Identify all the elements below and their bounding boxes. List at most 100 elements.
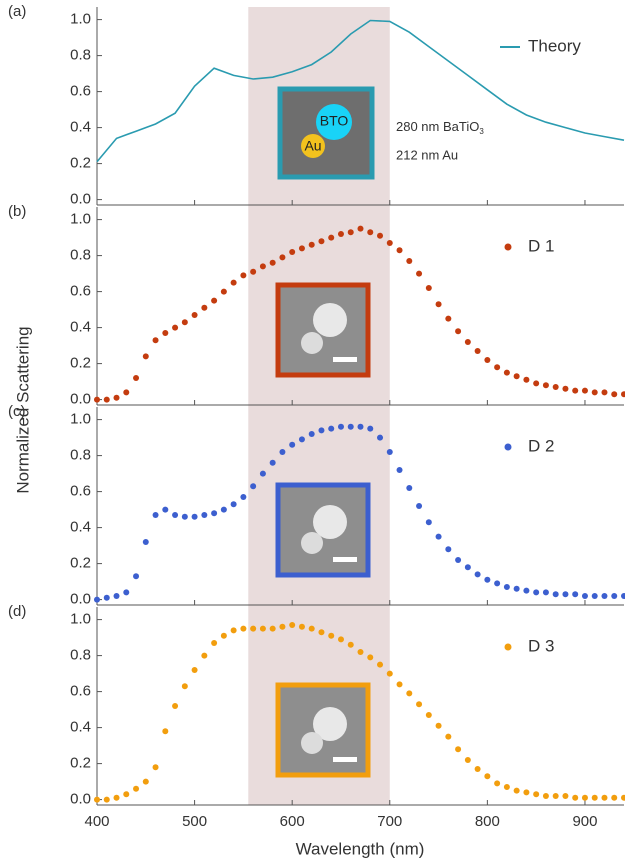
y-tick-label: 0.6 xyxy=(70,83,91,100)
data-point xyxy=(143,779,149,785)
data-point xyxy=(143,539,149,545)
data-point xyxy=(553,591,559,597)
data-point xyxy=(114,593,120,599)
data-point xyxy=(484,577,490,583)
inset-text-subscript: 3 xyxy=(479,127,484,136)
data-point xyxy=(192,312,198,318)
data-point xyxy=(318,238,324,244)
y-tick-label: 0.6 xyxy=(70,683,91,700)
data-point xyxy=(572,591,578,597)
data-point xyxy=(358,424,364,430)
data-point xyxy=(104,595,110,601)
y-tick-label: 0.2 xyxy=(70,355,91,372)
y-tick-label: 0.2 xyxy=(70,555,91,572)
data-point xyxy=(514,788,520,794)
data-point xyxy=(260,471,266,477)
data-point xyxy=(465,339,471,345)
y-tick-label: 0.4 xyxy=(70,719,91,736)
data-point xyxy=(114,395,120,401)
data-point xyxy=(270,260,276,266)
data-point xyxy=(162,330,168,336)
sem-particle xyxy=(301,532,323,554)
data-point xyxy=(562,386,568,392)
data-point xyxy=(553,793,559,799)
y-tick-label: 0.6 xyxy=(70,283,91,300)
data-point xyxy=(104,797,110,803)
data-point xyxy=(182,514,188,520)
scale-bar xyxy=(333,357,357,362)
data-point xyxy=(436,301,442,307)
data-point xyxy=(162,728,168,734)
data-point xyxy=(250,483,256,489)
data-point xyxy=(397,681,403,687)
data-point xyxy=(553,384,559,390)
inset-text: 212 nm Au xyxy=(396,147,458,162)
data-point xyxy=(94,597,100,603)
data-point xyxy=(153,337,159,343)
data-point xyxy=(153,764,159,770)
data-point xyxy=(240,626,246,632)
data-point xyxy=(611,593,617,599)
data-point xyxy=(406,485,412,491)
data-point xyxy=(387,449,393,455)
data-point xyxy=(582,388,588,394)
sem-particle xyxy=(313,303,347,337)
data-point xyxy=(123,389,129,395)
y-tick-label: 0.0 xyxy=(70,591,91,608)
data-point xyxy=(445,734,451,740)
data-point xyxy=(387,240,393,246)
data-point xyxy=(533,380,539,386)
y-tick-label: 0.4 xyxy=(70,319,91,336)
y-tick-label: 0.8 xyxy=(70,647,91,664)
data-point xyxy=(172,512,178,518)
data-point xyxy=(484,357,490,363)
data-point xyxy=(221,633,227,639)
data-point xyxy=(211,640,217,646)
data-point xyxy=(543,589,549,595)
data-point xyxy=(318,427,324,433)
data-point xyxy=(533,791,539,797)
data-point xyxy=(426,285,432,291)
data-point xyxy=(221,289,227,295)
data-point xyxy=(426,519,432,525)
data-point xyxy=(231,627,237,633)
data-point xyxy=(133,375,139,381)
data-point xyxy=(133,573,139,579)
data-point xyxy=(436,723,442,729)
x-tick-label: 600 xyxy=(280,813,305,830)
data-point xyxy=(211,510,217,516)
data-point xyxy=(221,507,227,513)
sem-particle xyxy=(301,332,323,354)
data-point xyxy=(192,514,198,520)
data-point xyxy=(475,766,481,772)
data-point xyxy=(240,494,246,500)
data-point xyxy=(465,757,471,763)
data-point xyxy=(397,247,403,253)
data-point xyxy=(289,442,295,448)
data-point xyxy=(601,593,607,599)
data-point xyxy=(377,233,383,239)
data-point xyxy=(94,797,100,803)
data-point xyxy=(621,593,625,599)
data-point xyxy=(231,280,237,286)
y-tick-label: 0.0 xyxy=(70,791,91,808)
data-point xyxy=(523,588,529,594)
data-point xyxy=(358,226,364,232)
data-point xyxy=(377,662,383,668)
y-tick-label: 0.6 xyxy=(70,483,91,500)
y-tick-label: 0.0 xyxy=(70,391,91,408)
panel-label: (a) xyxy=(8,3,26,20)
data-point xyxy=(543,793,549,799)
data-point xyxy=(358,649,364,655)
data-point xyxy=(621,391,625,397)
data-point xyxy=(611,795,617,801)
data-point xyxy=(260,263,266,269)
panel-label: (b) xyxy=(8,203,26,220)
data-point xyxy=(201,305,207,311)
data-point xyxy=(348,229,354,235)
data-point xyxy=(270,460,276,466)
data-point xyxy=(338,231,344,237)
inset-text: 280 nm BaTiO3 xyxy=(396,119,484,136)
y-tick-label: 1.0 xyxy=(70,411,91,428)
x-tick-label: 900 xyxy=(572,813,597,830)
